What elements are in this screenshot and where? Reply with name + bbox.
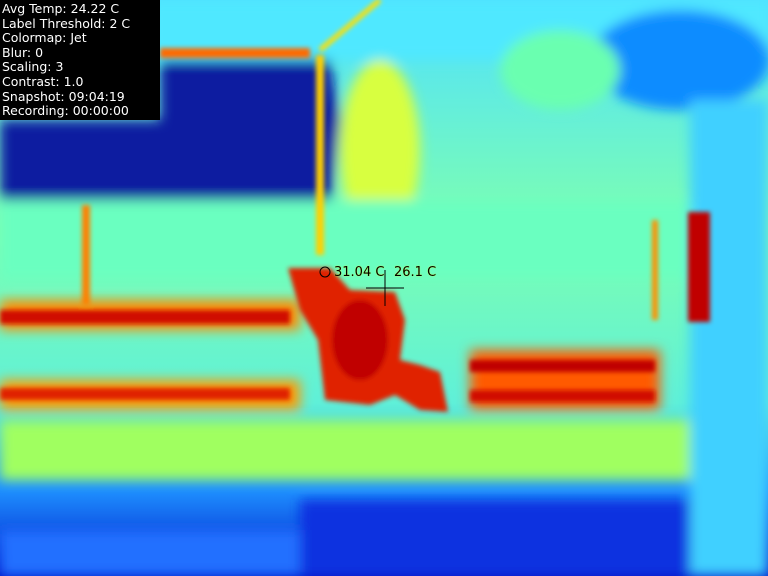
colormap: Colormap: Jet [2, 30, 87, 46]
blur: Blur: 0 [2, 44, 44, 60]
center-label: 26.1 C [394, 265, 437, 280]
snapshot: Snapshot: 09:04:19 [2, 88, 125, 104]
hotspot-label: 31.04 C [334, 265, 385, 280]
scaling: Scaling: 3 [2, 59, 64, 75]
label-threshold: Label Threshold: 2 C [2, 15, 131, 31]
recording: Recording: 00:00:00 [2, 103, 129, 119]
info-panel: Avg Temp: 24.22 C Label Threshold: 2 C C… [0, 0, 160, 120]
avg-temp: Avg Temp: 24.22 C [2, 1, 120, 16]
contrast: Contrast: 1.0 [2, 73, 84, 89]
